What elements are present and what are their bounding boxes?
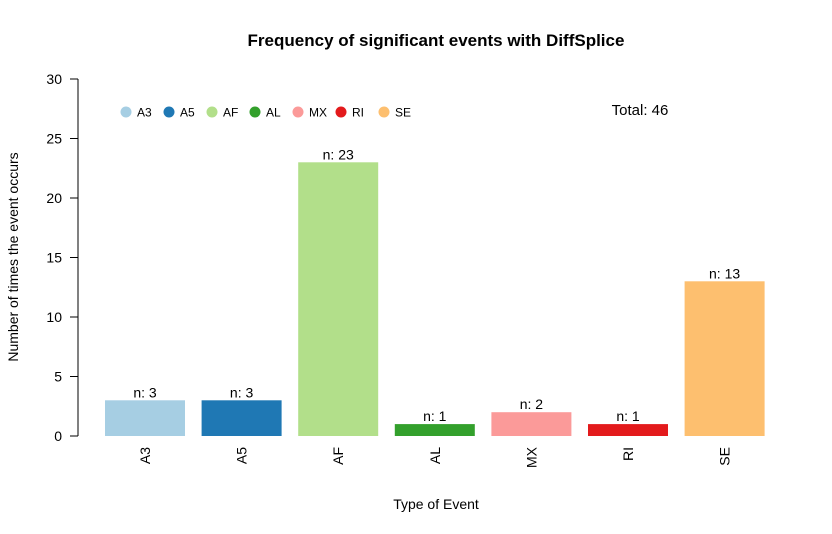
bar-value-label: n: 13 xyxy=(709,265,740,281)
bar-mx xyxy=(491,412,572,436)
bar-value-label: n: 1 xyxy=(423,408,447,424)
bar-ri xyxy=(588,424,668,436)
y-tick-label: 0 xyxy=(54,428,62,444)
legend-label: A3 xyxy=(137,106,152,120)
bar-af xyxy=(298,162,379,437)
bar-se xyxy=(684,281,765,436)
y-tick-label: 10 xyxy=(46,309,62,325)
legend: A3 A5 AF AL MX RI SE xyxy=(120,106,411,120)
bar-a3 xyxy=(105,400,185,436)
legend-swatch xyxy=(163,106,175,118)
legend-swatch xyxy=(378,106,390,118)
y-tick-label: 5 xyxy=(54,369,62,385)
y-tick-label: 15 xyxy=(46,250,62,266)
x-tick-label: AL xyxy=(427,447,443,464)
legend-swatch xyxy=(206,106,218,118)
legend-swatch xyxy=(335,106,347,118)
legend-swatch xyxy=(120,106,132,118)
legend-label: SE xyxy=(395,106,411,120)
y-tick-label: 20 xyxy=(46,190,62,206)
bars xyxy=(105,162,765,437)
bar-value-label: n: 2 xyxy=(520,396,544,412)
x-tick-label: SE xyxy=(717,447,733,466)
legend-label: MX xyxy=(309,106,327,120)
x-tick-label: RI xyxy=(620,447,636,461)
legend-label: A5 xyxy=(180,106,195,120)
x-axis-label: Type of Event xyxy=(393,496,479,512)
y-axis-label: Number of times the event occurs xyxy=(5,152,21,361)
legend-swatch xyxy=(292,106,304,118)
bar-al xyxy=(394,424,475,436)
legend-label: AF xyxy=(223,106,238,120)
bar-value-label: n: 1 xyxy=(616,408,640,424)
x-tick-label: MX xyxy=(523,446,539,468)
x-tick-label: AF xyxy=(330,447,346,465)
legend-label: AL xyxy=(266,106,281,120)
legend-label: RI xyxy=(352,106,364,120)
y-tick-label: 30 xyxy=(46,71,62,87)
bar-a5 xyxy=(201,400,282,436)
total-annotation: Total: 46 xyxy=(612,102,669,119)
y-tick-label: 25 xyxy=(46,131,62,147)
x-tick-labels: A3 A5 AF AL MX RI SE xyxy=(137,446,733,468)
y-axis: 0 5 10 15 20 25 30 xyxy=(46,71,79,444)
bar-value-label: n: 3 xyxy=(133,384,157,400)
bar-value-label: n: 3 xyxy=(230,384,254,400)
x-tick-label: A5 xyxy=(234,447,250,464)
chart-title: Frequency of significant events with Dif… xyxy=(248,31,625,50)
bar-value-label: n: 23 xyxy=(323,146,354,162)
legend-swatch xyxy=(249,106,261,118)
bar-labels: n: 3 n: 3 n: 23 n: 1 n: 2 n: 1 n: 13 xyxy=(133,146,740,424)
x-tick-label: A3 xyxy=(137,447,153,464)
